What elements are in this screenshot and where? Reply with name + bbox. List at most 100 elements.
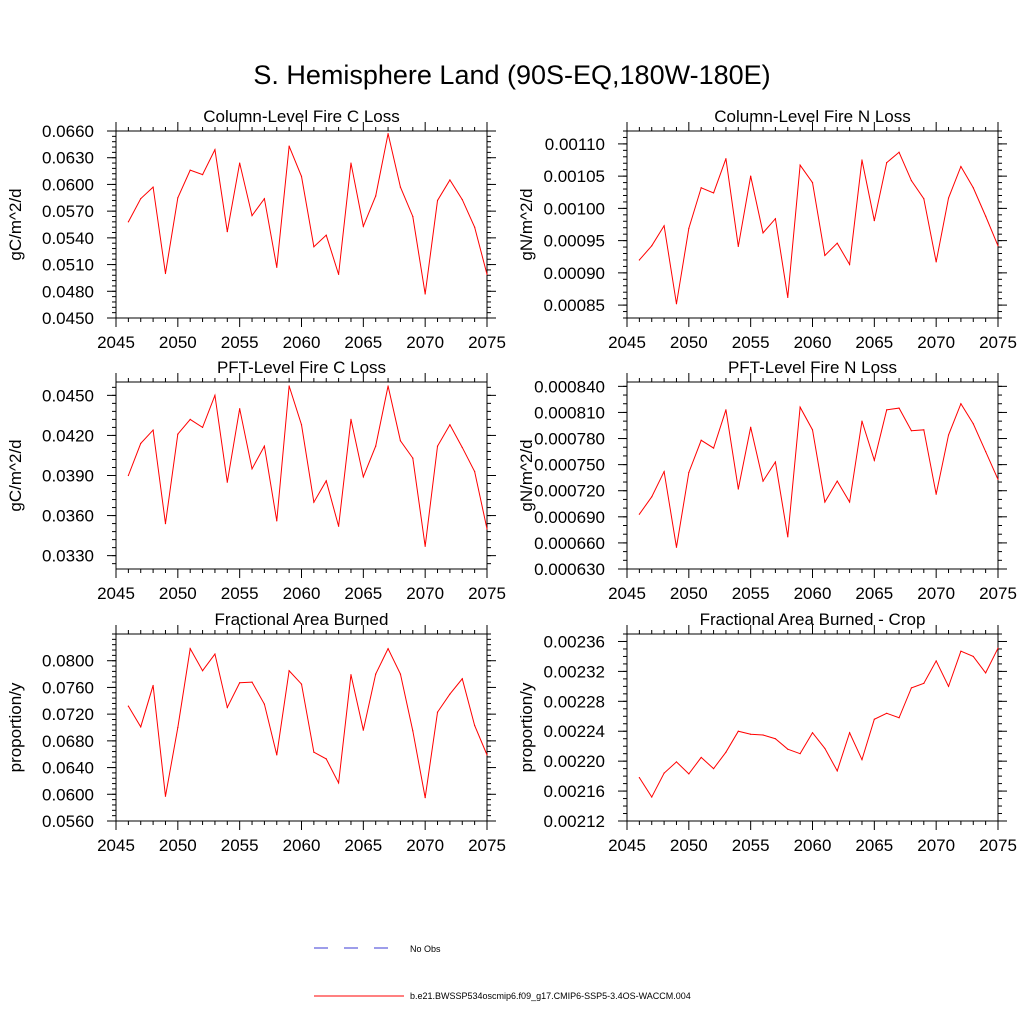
chart-panel-3: PFT-Level Fire C Loss gC/m^2/d 2045 2050 205… (6, 358, 506, 603)
x-tick-label: 2065 (344, 333, 382, 352)
data-point (127, 474, 129, 477)
data-point (774, 218, 777, 220)
y-axis-label: gN/m^2/d (517, 188, 536, 260)
data-point (663, 772, 665, 774)
y-tick-label: 0.0640 (42, 759, 94, 778)
y-tick-label: 0.0480 (42, 282, 94, 301)
y-tick-label: 0.0540 (42, 229, 94, 248)
data-point (651, 796, 653, 798)
data-point (712, 447, 715, 449)
data-point (675, 303, 678, 305)
data-point (313, 501, 315, 503)
data-point (787, 296, 789, 298)
data-point (861, 759, 863, 761)
y-tick-label: 0.0680 (42, 732, 94, 751)
y-tick-label: 0.000750 (534, 456, 605, 475)
data-point (424, 293, 426, 295)
data-point (263, 703, 265, 705)
data-point (799, 164, 801, 166)
data-point (762, 734, 764, 736)
data-point (486, 754, 488, 756)
y-tick-label: 0.00105 (544, 167, 605, 186)
data-point (849, 263, 851, 266)
x-tick-label: 2070 (406, 584, 444, 603)
data-point (399, 440, 402, 442)
chart-panel-1: Column-Level Fire C Loss gC/m^2/d 2045 2050… (6, 107, 506, 352)
x-tick-label: 2070 (917, 333, 955, 352)
data-point (750, 175, 752, 177)
y-tick-label: 0.0560 (42, 812, 94, 831)
panel-title: Fractional Area Burned (215, 610, 389, 629)
y-tick-label: 0.0600 (42, 785, 94, 804)
data-point (201, 174, 204, 176)
data-point (375, 673, 377, 675)
data-point (849, 501, 851, 503)
data-point (288, 670, 290, 672)
data-point (873, 459, 875, 461)
data-point (239, 408, 241, 410)
data-point (985, 215, 987, 217)
data-point (177, 726, 179, 729)
plot-frame (626, 381, 999, 570)
plot-frame (115, 130, 488, 319)
series-line (638, 647, 999, 799)
data-point (898, 717, 900, 719)
y-tick-label: 0.00100 (544, 199, 605, 218)
y-tick-label: 0.0420 (42, 426, 94, 445)
data-point (910, 430, 913, 432)
y-tick-label: 0.00224 (544, 722, 605, 741)
series-line (127, 647, 488, 798)
data-point (474, 226, 476, 228)
data-point (737, 245, 739, 248)
y-axis-label: proportion/y (517, 682, 536, 772)
data-point (898, 151, 900, 153)
data-point (923, 429, 925, 431)
data-point (251, 215, 253, 217)
x-tick-label: 2050 (670, 584, 708, 603)
x-tick-label: 2065 (855, 836, 893, 855)
data-point (923, 682, 925, 684)
chart-panel-2: Column-Level Fire N Loss gN/m^2/d 2045 2050… (517, 107, 1017, 352)
y-tick-label: 0.0360 (42, 507, 94, 526)
data-point (675, 546, 678, 548)
data-point (960, 403, 962, 405)
data-point (226, 231, 228, 233)
data-point (412, 215, 414, 218)
x-tick-label: 2075 (468, 333, 506, 352)
data-point (300, 175, 303, 178)
data-point (762, 232, 764, 234)
data-point (787, 536, 789, 538)
y-tick-label: 0.0450 (42, 386, 94, 405)
data-point (737, 488, 739, 490)
x-tick-label: 2045 (97, 836, 135, 855)
y-tick-label: 0.0760 (42, 678, 94, 697)
data-point (461, 678, 463, 680)
data-point (824, 501, 826, 503)
panel-title: Column-Level Fire C Loss (203, 107, 400, 126)
data-point (362, 476, 364, 478)
x-tick-label: 2045 (608, 333, 646, 352)
x-tick-label: 2070 (917, 584, 955, 603)
data-point (362, 729, 364, 731)
x-tick-label: 2045 (97, 333, 135, 352)
legend-obs-label: No Obs (410, 944, 441, 954)
y-tick-label: 0.00110 (545, 135, 605, 154)
data-point (997, 245, 999, 247)
data-point (226, 706, 228, 709)
x-tick-label: 2065 (344, 584, 382, 603)
data-point (313, 246, 315, 248)
data-point (140, 198, 142, 200)
y-axis-label: gN/m^2/d (517, 439, 536, 511)
data-point (849, 732, 851, 734)
data-point (251, 681, 253, 683)
data-point (263, 445, 265, 447)
data-point (201, 670, 204, 672)
x-tick-label: 2075 (468, 584, 506, 603)
x-tick-label: 2075 (979, 584, 1017, 603)
panel-title: Fractional Area Burned - Crop (700, 610, 926, 629)
data-point (700, 439, 702, 441)
data-point (910, 687, 913, 689)
x-tick-label: 2060 (283, 333, 321, 352)
x-tick-label: 2050 (159, 584, 197, 603)
data-point (873, 718, 875, 720)
